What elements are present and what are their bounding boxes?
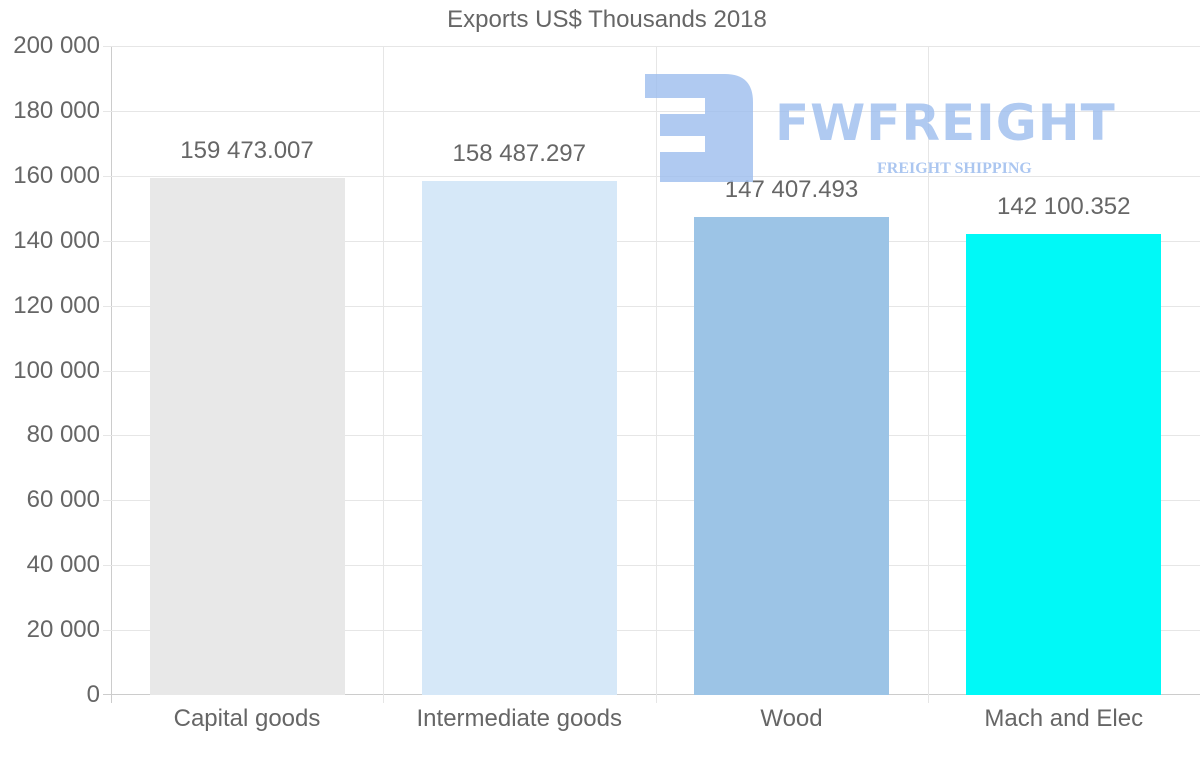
bar-intermediate-goods[interactable] bbox=[421, 180, 617, 695]
gridline-horizontal bbox=[103, 630, 1200, 632]
gridline-horizontal bbox=[103, 240, 1200, 242]
y-axis-line bbox=[111, 46, 112, 703]
plot-area: 200 000 180 000 160 000 140 000 120 000 100 0… bbox=[13, 34, 1200, 707]
bar-capital-goods[interactable] bbox=[149, 177, 345, 695]
y-tick-label: 100 000 bbox=[13, 356, 100, 384]
bar-wood[interactable] bbox=[694, 216, 890, 695]
y-tick-label: 200 000 bbox=[13, 32, 100, 59]
gridline-horizontal bbox=[103, 435, 1200, 437]
y-tick-label: 80 000 bbox=[26, 421, 100, 449]
y-tick-label: 180 000 bbox=[13, 96, 100, 124]
gridline-horizontal bbox=[103, 500, 1200, 502]
bar-mach-and-elec[interactable] bbox=[966, 233, 1162, 695]
x-tick-label: Capital goods bbox=[173, 705, 321, 732]
y-tick-label: 160 000 bbox=[13, 161, 100, 189]
x-axis-line bbox=[103, 694, 1200, 695]
gridline-horizontal bbox=[103, 565, 1200, 567]
gridline-vertical bbox=[383, 46, 385, 703]
y-tick-label: 140 000 bbox=[13, 226, 100, 254]
gridline-horizontal bbox=[103, 110, 1200, 112]
y-tick-label: 20 000 bbox=[26, 616, 100, 644]
x-axis-labels: Capital goods Intermediate goods Wood Mach … bbox=[111, 695, 1200, 755]
gridline-horizontal bbox=[103, 370, 1200, 372]
chart-title: Exports US$ Thousands 2018 bbox=[447, 6, 767, 33]
bar-value-label: 147 407.493 bbox=[724, 175, 859, 203]
y-tick-label: 120 000 bbox=[13, 291, 100, 319]
bar-value-label: 142 100.352 bbox=[997, 192, 1131, 220]
gridline-horizontal bbox=[103, 46, 1200, 47]
bar-value-label: 159 473.007 bbox=[180, 136, 314, 164]
y-tick-label: 40 000 bbox=[26, 551, 100, 579]
x-tick-label: Mach and Elec bbox=[984, 705, 1144, 732]
gridline-vertical bbox=[927, 46, 929, 703]
x-tick-label: Wood bbox=[760, 705, 823, 732]
gridline-vertical bbox=[655, 46, 657, 703]
y-tick-label: 0 bbox=[86, 681, 100, 708]
y-tick-label: 60 000 bbox=[26, 486, 100, 514]
gridline-horizontal bbox=[103, 305, 1200, 307]
x-tick-label: Intermediate goods bbox=[416, 705, 622, 732]
bar-value-label: 158 487.297 bbox=[452, 139, 586, 167]
